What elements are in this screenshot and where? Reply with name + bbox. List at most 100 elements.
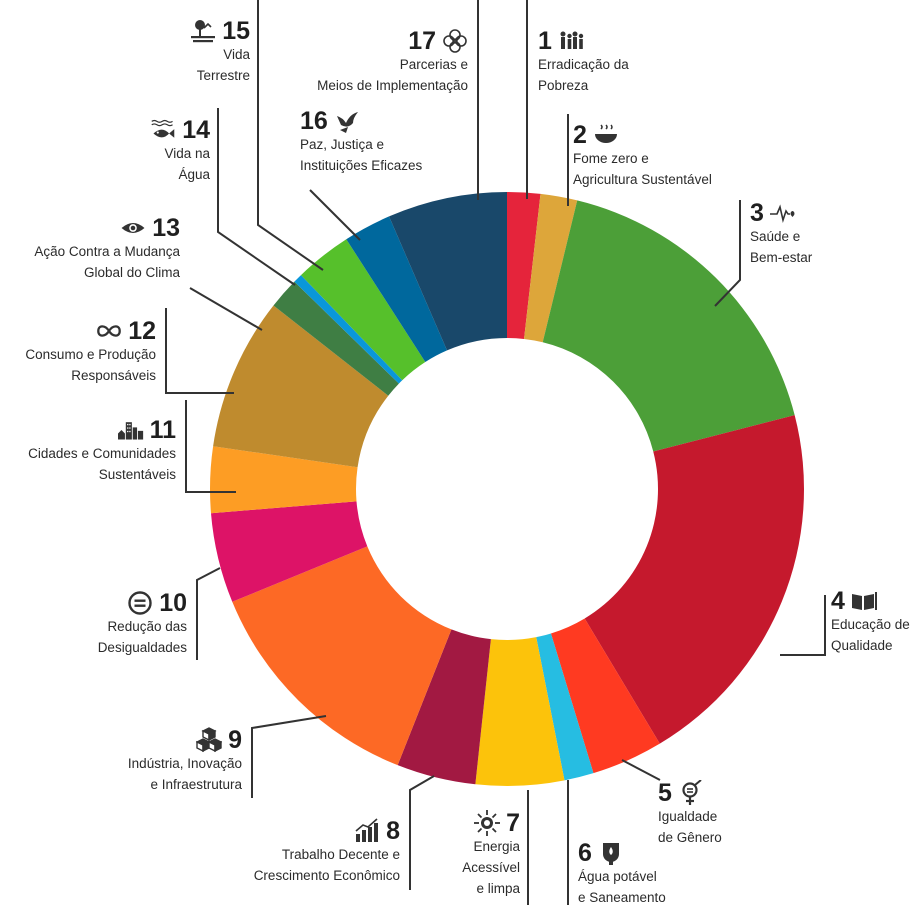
leader-line-11 xyxy=(185,400,236,493)
slice-goal-8 xyxy=(397,629,491,785)
goal-5-line1: Igualdade xyxy=(658,809,718,824)
goal-7-line1: Energia xyxy=(473,839,520,854)
goal-1-line2: Pobreza xyxy=(538,78,589,93)
goal-12-number: 12 xyxy=(128,316,156,345)
label-goal-10: 10 Redução das Desigualdades xyxy=(80,590,187,658)
slice-goal-7 xyxy=(475,637,565,786)
leader-line-4 xyxy=(780,595,826,656)
goal-16-line2: Instituições Eficazes xyxy=(300,158,423,173)
water-drop-icon xyxy=(598,840,624,866)
goal-5-line2: de Gênero xyxy=(658,830,722,845)
goal-11-number: 11 xyxy=(149,415,176,444)
slice-goal-3 xyxy=(542,200,795,452)
goal-5-number: 5 xyxy=(658,778,672,807)
goal-15-line2: Terrestre xyxy=(196,68,250,83)
label-goal-17: 17 Parcerias e Meios de Implementação xyxy=(300,28,468,96)
goal-11-line2: Sustentáveis xyxy=(98,467,176,482)
goal-2-line2: Agricultura Sustentável xyxy=(573,172,712,187)
leader-line-15 xyxy=(257,0,324,271)
equality-icon xyxy=(127,590,153,616)
slice-goal-15 xyxy=(300,239,426,381)
tree-icon xyxy=(190,18,216,44)
eye-icon xyxy=(120,215,146,241)
slice-goal-9 xyxy=(232,546,452,766)
slice-goal-4 xyxy=(584,415,805,744)
goal-17-line1: Parcerias e xyxy=(399,57,468,72)
goal-1-number: 1 xyxy=(538,26,552,55)
leader-line-13 xyxy=(189,287,263,331)
goal-14-line2: Água xyxy=(178,167,210,182)
goal-4-line2: Qualidade xyxy=(831,638,893,653)
goal-3-line2: Bem-estar xyxy=(750,250,813,265)
goal-16-line1: Paz, Justiça e xyxy=(300,137,385,152)
leader-line-14 xyxy=(217,108,296,286)
goal-2-line1: Fome zero e xyxy=(573,151,649,166)
goal-1-line1: Erradicação da xyxy=(538,57,629,72)
goal-7-line2: Acessível xyxy=(462,860,520,875)
bowl-icon xyxy=(593,122,619,148)
goal-3-number: 3 xyxy=(750,198,764,227)
donut-slices xyxy=(210,192,805,786)
goal-4-number: 4 xyxy=(831,586,845,615)
goal-6-number: 6 xyxy=(578,838,592,867)
growth-chart-icon xyxy=(354,818,380,844)
slice-goal-5 xyxy=(550,618,660,774)
goal-7-line3: e limpa xyxy=(476,881,520,896)
goal-13-line1: Ação Contra a Mudança xyxy=(34,244,180,259)
sun-icon xyxy=(474,810,501,836)
cubes-icon xyxy=(196,727,223,753)
label-goal-6: 6 Água potável e Saneamento xyxy=(578,840,666,908)
leader-line-16 xyxy=(309,189,361,241)
label-goal-16: 16 Paz, Justiça e Instituições Eficazes xyxy=(300,108,422,176)
label-goal-3: 3 Saúde e Bem-estar xyxy=(750,200,812,268)
goal-10-number: 10 xyxy=(159,588,187,617)
slice-goal-10 xyxy=(210,501,368,602)
goal-6-line2: e Saneamento xyxy=(578,890,666,905)
goal-13-line2: Global do Clima xyxy=(83,265,180,280)
label-goal-1: 1 Erradicação da Pobreza xyxy=(538,28,629,96)
goal-15-number: 15 xyxy=(222,16,250,45)
goal-10-line1: Redução das xyxy=(107,619,187,634)
label-goal-14: 14 Vida na Água xyxy=(110,117,210,185)
people-icon xyxy=(558,28,584,54)
goal-15-line1: Vida xyxy=(223,47,250,62)
city-icon xyxy=(117,417,144,443)
goal-8-line2: Crescimento Econômico xyxy=(253,868,400,883)
goal-12-line2: Responsáveis xyxy=(71,368,156,383)
goal-16-number: 16 xyxy=(300,106,328,135)
slice-goal-11 xyxy=(210,446,358,514)
goal-4-line1: Educação de xyxy=(831,617,910,632)
goal-6-line1: Água potável xyxy=(578,869,657,884)
goal-14-number: 14 xyxy=(182,115,210,144)
leader-line-3 xyxy=(714,200,741,307)
goal-8-number: 8 xyxy=(386,816,400,845)
goal-17-line2: Meios de Implementação xyxy=(317,78,468,93)
goal-7-number: 7 xyxy=(506,808,520,837)
slice-goal-12 xyxy=(213,305,389,468)
infinity-icon xyxy=(96,318,122,344)
label-goal-11: 11 Cidades e Comunidades Sustentáveis xyxy=(10,417,176,485)
leader-line-9 xyxy=(251,715,327,798)
fish-icon xyxy=(150,117,176,143)
slice-goal-1 xyxy=(507,192,541,339)
goal-11-line1: Cidades e Comunidades xyxy=(28,446,176,461)
slice-goal-17 xyxy=(389,192,507,351)
book-icon xyxy=(851,588,877,614)
flower-icon xyxy=(442,28,468,54)
dove-icon xyxy=(334,108,360,134)
heartbeat-icon xyxy=(769,200,796,226)
goal-14-line1: Vida na xyxy=(164,146,210,161)
goal-12-line1: Consumo e Produção xyxy=(25,347,156,362)
label-goal-7: 7 Energia Acessível e limpa xyxy=(440,810,520,899)
goal-13-number: 13 xyxy=(152,213,180,242)
label-goal-2: 2 Fome zero e Agricultura Sustentável xyxy=(573,122,712,190)
label-goal-15: 15 Vida Terrestre xyxy=(155,18,250,86)
label-goal-12: 12 Consumo e Produção Responsáveis xyxy=(6,318,156,386)
label-goal-8: 8 Trabalho Decente e Crescimento Econômic… xyxy=(225,818,400,886)
goal-2-number: 2 xyxy=(573,120,587,149)
leader-line-10 xyxy=(196,567,221,660)
slice-goal-13 xyxy=(273,281,399,396)
label-goal-9: 9 Indústria, Inovação e Infraestrutura xyxy=(90,727,242,795)
goal-9-number: 9 xyxy=(228,725,242,754)
